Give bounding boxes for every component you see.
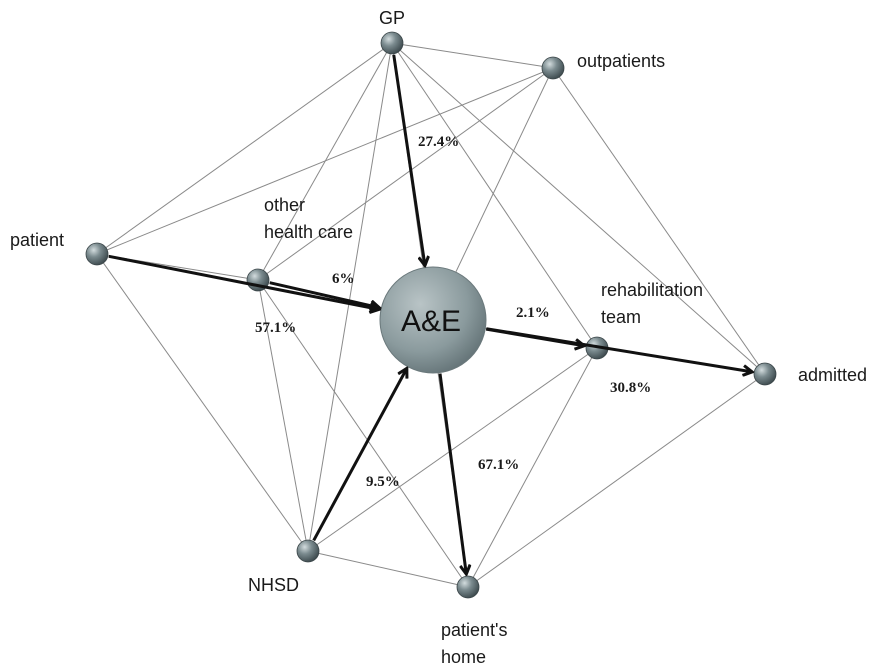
- edge-patient-outpatients: [96, 67, 554, 255]
- node-label-gp: GP: [379, 8, 405, 28]
- edge-gp-outpatients: [391, 42, 554, 69]
- edge-gp-nhsd: [307, 42, 393, 552]
- edge-rehab-nhsd: [307, 347, 598, 552]
- flow-label-nhsd-ae: 9.5%: [366, 474, 400, 490]
- node-label-patient: patient: [10, 230, 64, 250]
- flow-label-other-ae: 6%: [332, 271, 355, 287]
- node-label-rehab: rehabilitation: [601, 280, 703, 300]
- flow-arrows: [108, 54, 752, 575]
- edge-gp-admitted: [391, 42, 766, 375]
- node-label-other: other: [264, 195, 305, 215]
- flow-arrow-other-ae: [269, 281, 380, 308]
- node-ae: [379, 266, 487, 374]
- flow-arrow-nhsd-ae: [312, 368, 407, 542]
- node-label-rehab: team: [601, 307, 641, 327]
- node-admitted: [753, 362, 777, 386]
- flow-label-gp-ae: 27.4%: [418, 134, 459, 150]
- edge-admitted-home: [467, 373, 766, 588]
- node-outpatients: [541, 56, 565, 80]
- connection-lines: [96, 42, 766, 588]
- flow-label-ae-home: 67.1%: [478, 457, 519, 473]
- node-label-other: health care: [264, 222, 353, 242]
- node-label-nhsd: NHSD: [248, 575, 299, 595]
- edge-other-nhsd: [257, 279, 309, 552]
- edge-gp-patient: [96, 42, 393, 255]
- edge-nhsd-home: [307, 550, 469, 588]
- flow-label-ae-rehab: 2.1%: [516, 305, 550, 321]
- node-label-ae: A&E: [401, 305, 461, 338]
- flow-arrow-gp-ae: [392, 54, 425, 266]
- edge-gp-rehab: [391, 42, 598, 349]
- edge-rehab-home: [467, 347, 598, 588]
- edge-outpatients-admitted: [552, 67, 766, 375]
- edge-patient-nhsd: [96, 253, 309, 552]
- flow-arrow-patient-ae: [108, 254, 379, 309]
- node-patient: [85, 242, 109, 266]
- labels: GP outpatients patient other health care A&E r…: [10, 8, 867, 666]
- node-label-home: patient's: [441, 620, 507, 640]
- flow-label-ae-admitted: 30.8%: [610, 380, 651, 396]
- flow-arrow-ae-home: [438, 373, 466, 575]
- node-home: [456, 575, 480, 599]
- flow-arrow-ae-admitted: [486, 327, 752, 372]
- edge-other-home: [257, 279, 469, 588]
- nodes: [85, 31, 777, 599]
- node-label-home: home: [441, 647, 486, 666]
- node-label-outpatients: outpatients: [577, 51, 665, 71]
- edge-outpatients-other: [257, 67, 554, 281]
- node-gp: [380, 31, 404, 55]
- node-nhsd: [296, 539, 320, 563]
- node-label-admitted: admitted: [798, 365, 867, 385]
- flow-label-patient-ae: 57.1%: [255, 320, 296, 336]
